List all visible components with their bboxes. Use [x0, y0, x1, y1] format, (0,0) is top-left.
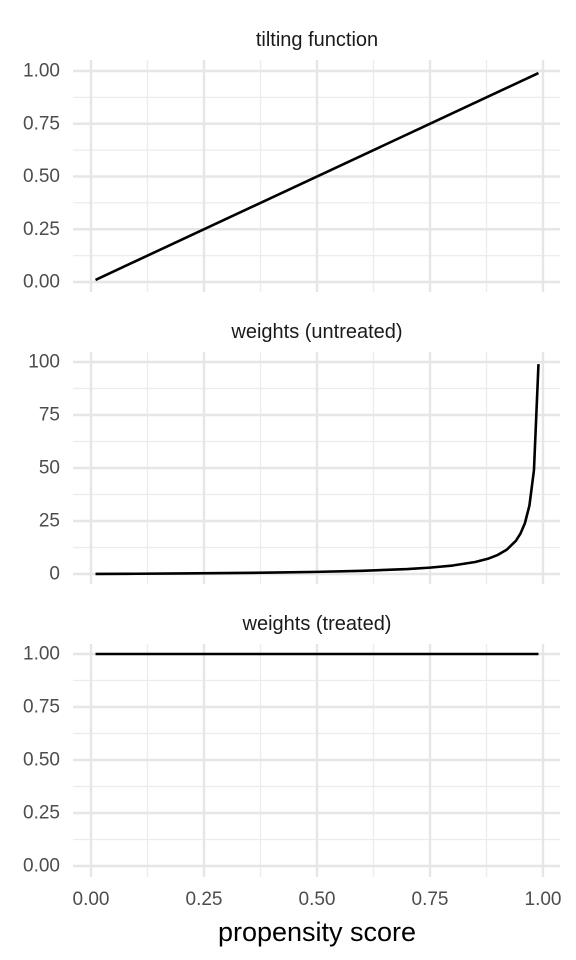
x-axis: 0.00 0.25 0.50 0.75 1.00 propensity score	[73, 889, 562, 947]
y-tick-label: 75	[39, 405, 60, 426]
y-tick-label: 0	[49, 564, 60, 585]
y-tick-label: 0.75	[23, 697, 60, 718]
y-tick-label: 0.25	[23, 803, 60, 824]
y-tick-label: 0.75	[23, 113, 60, 134]
facet-panel-1: 0.00 0.25 0.50 0.75 1.00 tilting function	[23, 29, 560, 293]
x-tick-label: 0.00	[73, 889, 110, 910]
panel-title: weights (treated)	[242, 613, 392, 635]
y-tick-label: 1.00	[23, 61, 60, 82]
y-tick-label: 0.50	[23, 750, 60, 771]
facet-panel-2: 0 25 50 75 100 weights (untreated)	[28, 321, 560, 585]
panel-title: tilting function	[256, 29, 378, 51]
x-tick-label: 0.25	[186, 889, 223, 910]
series-line	[94, 71, 540, 282]
y-tick-label: 1.00	[23, 644, 60, 665]
x-axis-title: propensity score	[218, 917, 416, 947]
y-tick-label: 0.00	[23, 272, 60, 293]
x-tick-label: 1.00	[525, 889, 562, 910]
x-tick-label: 0.75	[412, 889, 449, 910]
y-tick-label: 0.25	[23, 219, 60, 240]
y-tick-label: 0.50	[23, 166, 60, 187]
y-tick-label: 25	[39, 511, 60, 532]
series-line	[95, 364, 540, 576]
y-tick-label: 50	[39, 458, 60, 479]
y-tick-label: 100	[28, 352, 60, 373]
panel-title: weights (untreated)	[230, 321, 402, 343]
x-tick-label: 0.50	[299, 889, 336, 910]
facet-panel-3: 0.00 0.25 0.50 0.75 1.00 weights (treated)	[23, 613, 560, 877]
y-tick-label: 0.00	[23, 856, 60, 877]
